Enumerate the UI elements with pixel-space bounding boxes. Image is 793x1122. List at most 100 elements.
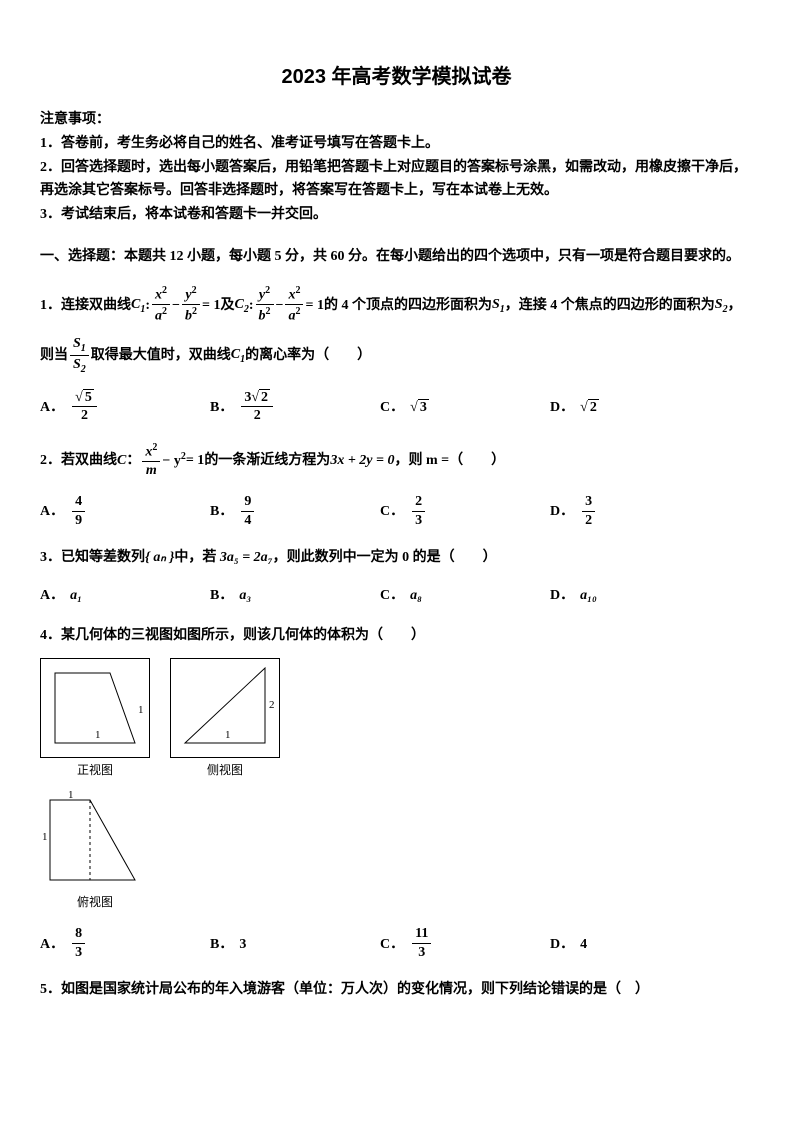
q1-option-c: C． 3 bbox=[380, 390, 550, 426]
q2-prefix: 2．若双曲线 bbox=[40, 449, 117, 473]
option-label: B． bbox=[210, 500, 233, 524]
q4-d-val: 4 bbox=[580, 933, 587, 957]
top-label-top: 1 bbox=[68, 790, 74, 801]
question-5: 5．如图是国家统计局公布的年入境游客（单位：万人次）的变化情况，则下列结论错误的… bbox=[40, 978, 753, 1002]
option-label: C． bbox=[380, 584, 404, 608]
q4-option-c: C． 113 bbox=[380, 926, 550, 962]
question-1: 1．连接双曲线 C1 : x2 a2 − y2 b2 = 1 及 C2 : y2… bbox=[40, 285, 753, 426]
q3-options: A． a₁ B． a₃ C． a₈ D． a₁₀ bbox=[40, 584, 753, 608]
q1-minus1: − bbox=[172, 294, 180, 318]
q4-option-d: D． 4 bbox=[550, 926, 720, 962]
instruction-item: 2．回答选择题时，选出每小题答案后，用铅笔把答题卡上对应题目的答案标号涂黑，如需… bbox=[40, 156, 753, 204]
instruction-item: 3．考试结束后，将本试卷和答题卡一并交回。 bbox=[40, 203, 753, 227]
option-label: C． bbox=[380, 500, 404, 524]
q2-stem: 2．若双曲线 C ： x2 m − y2 = 1 的一条渐近线方程为 3x + … bbox=[40, 442, 753, 481]
q2-mid: 的一条渐近线方程为 bbox=[204, 449, 330, 473]
q5-stem: 5．如图是国家统计局公布的年入境游客（单位：万人次）的变化情况，则下列结论错误的… bbox=[40, 978, 753, 1002]
q1-stem-line2: 则当 S1 S2 取得最大值时，双曲线 C1 的离心率为（ ） bbox=[40, 336, 753, 376]
q3-c-val: a₈ bbox=[410, 584, 422, 608]
side-caption: 侧视图 bbox=[170, 760, 280, 780]
side-label-bottom: 1 bbox=[225, 729, 231, 741]
front-view-svg: 1 1 bbox=[40, 658, 150, 758]
front-caption: 正视图 bbox=[40, 760, 150, 780]
q1-ratio: S1 S2 bbox=[70, 336, 89, 376]
q4-front-view: 1 1 正视图 bbox=[40, 658, 150, 780]
side-view-svg: 2 1 bbox=[170, 658, 280, 758]
q3-stem: 3．已知等差数列{ aₙ }中，若 3a₅ = 2a₇，则此数列中一定为 0 的… bbox=[40, 546, 753, 570]
q3-option-d: D． a₁₀ bbox=[550, 584, 720, 608]
q4-option-b: B． 3 bbox=[210, 926, 380, 962]
q1-colon2: : bbox=[249, 294, 254, 318]
q1-tail: ， bbox=[728, 294, 742, 318]
q1-option-b: B． 32 2 bbox=[210, 390, 380, 426]
q1-a-frac: 5 2 bbox=[72, 390, 97, 426]
q1-c1: C1 bbox=[131, 293, 145, 318]
q1-mid: 的 4 个顶点的四边形面积为 bbox=[324, 294, 492, 318]
option-label: C． bbox=[380, 933, 404, 957]
side-label-right: 2 bbox=[269, 699, 275, 711]
q1-s1: S1 bbox=[492, 293, 505, 318]
top-view-svg: 1 1 bbox=[40, 790, 150, 890]
q4-top-view: 1 1 俯视图 bbox=[40, 790, 150, 912]
q2-c: C bbox=[117, 449, 126, 473]
q1-eq2-one: = 1 bbox=[305, 294, 323, 318]
option-label: D． bbox=[550, 933, 574, 957]
q1-eq2-term1: y2 b2 bbox=[256, 285, 274, 326]
q1-b-frac: 32 2 bbox=[241, 390, 273, 426]
option-label: A． bbox=[40, 584, 64, 608]
page-title: 2023 年高考数学模拟试卷 bbox=[40, 60, 753, 94]
q1-line2a: 则当 bbox=[40, 344, 68, 368]
q3-d-val: a₁₀ bbox=[580, 584, 597, 608]
q1-stem-line1: 1．连接双曲线 C1 : x2 a2 − y2 b2 = 1 及 C2 : y2… bbox=[40, 285, 753, 326]
question-3: 3．已知等差数列{ aₙ }中，若 3a₅ = 2a₇，则此数列中一定为 0 的… bbox=[40, 546, 753, 608]
top-caption: 俯视图 bbox=[40, 892, 150, 912]
q1-colon: : bbox=[145, 294, 150, 318]
q4-options: A． 83 B． 3 C． 113 D． 4 bbox=[40, 926, 753, 962]
q3-option-c: C． a₈ bbox=[380, 584, 550, 608]
q2-colon: ： bbox=[126, 449, 140, 473]
option-label: D． bbox=[550, 584, 574, 608]
q2-line-eq: 3x + 2y = 0 bbox=[330, 449, 394, 473]
q2-eq-one: = 1 bbox=[186, 449, 204, 473]
q1-eq2-term2: x2 a2 bbox=[285, 285, 303, 326]
q4-figures: 1 1 正视图 2 1 侧视图 bbox=[40, 658, 753, 780]
instructions-block: 注意事项： 1．答卷前，考生务必将自己的姓名、准考证号填写在答题卡上。 2．回答… bbox=[40, 108, 753, 227]
q2-option-a: A． 49 bbox=[40, 494, 210, 530]
q4-b-val: 3 bbox=[239, 933, 246, 957]
q2-option-c: C． 23 bbox=[380, 494, 550, 530]
q1-option-d: D． 2 bbox=[550, 390, 720, 426]
q2-options: A． 49 B． 94 C． 23 D． 32 bbox=[40, 494, 753, 530]
front-label-bottom: 1 bbox=[95, 729, 101, 741]
q1-minus2: − bbox=[276, 294, 284, 318]
question-2: 2．若双曲线 C ： x2 m − y2 = 1 的一条渐近线方程为 3x + … bbox=[40, 442, 753, 531]
q1-c1b: C1 bbox=[231, 343, 245, 368]
option-label: B． bbox=[210, 584, 233, 608]
q1-options: A． 5 2 B． 32 2 C． 3 D． 2 bbox=[40, 390, 753, 426]
q1-option-a: A． 5 2 bbox=[40, 390, 210, 426]
q2-minus-y2: − y2 bbox=[162, 448, 185, 473]
instruction-item: 1．答卷前，考生务必将自己的姓名、准考证号填写在答题卡上。 bbox=[40, 132, 753, 156]
q4-option-a: A． 83 bbox=[40, 926, 210, 962]
q4-figures-row2: 1 1 俯视图 bbox=[40, 790, 753, 912]
option-label: C． bbox=[380, 396, 404, 420]
q2-tail: ，则 m =（ ） bbox=[394, 449, 505, 473]
q3-b-val: a₃ bbox=[239, 584, 251, 608]
option-label: D． bbox=[550, 396, 574, 420]
q1-and: 及 bbox=[220, 294, 234, 318]
q1-line2c: 的离心率为（ ） bbox=[245, 344, 371, 368]
option-label: B． bbox=[210, 396, 233, 420]
q3-option-b: B． a₃ bbox=[210, 584, 380, 608]
option-label: A． bbox=[40, 396, 64, 420]
top-label-left: 1 bbox=[42, 831, 48, 843]
q2-option-d: D． 32 bbox=[550, 494, 720, 530]
option-label: D． bbox=[550, 500, 574, 524]
q3-option-a: A． a₁ bbox=[40, 584, 210, 608]
q1-eq1-one: = 1 bbox=[202, 294, 220, 318]
q1-line2b: 取得最大值时，双曲线 bbox=[91, 344, 231, 368]
question-4: 4．某几何体的三视图如图所示，则该几何体的体积为（ ） 1 1 正视图 2 1 … bbox=[40, 624, 753, 963]
q1-c-sqrt: 3 bbox=[410, 396, 429, 420]
q1-eq1-term1: x2 a2 bbox=[152, 285, 170, 326]
q1-prefix: 1．连接双曲线 bbox=[40, 294, 131, 318]
option-label: A． bbox=[40, 500, 64, 524]
q2-frac: x2 m bbox=[142, 442, 160, 481]
